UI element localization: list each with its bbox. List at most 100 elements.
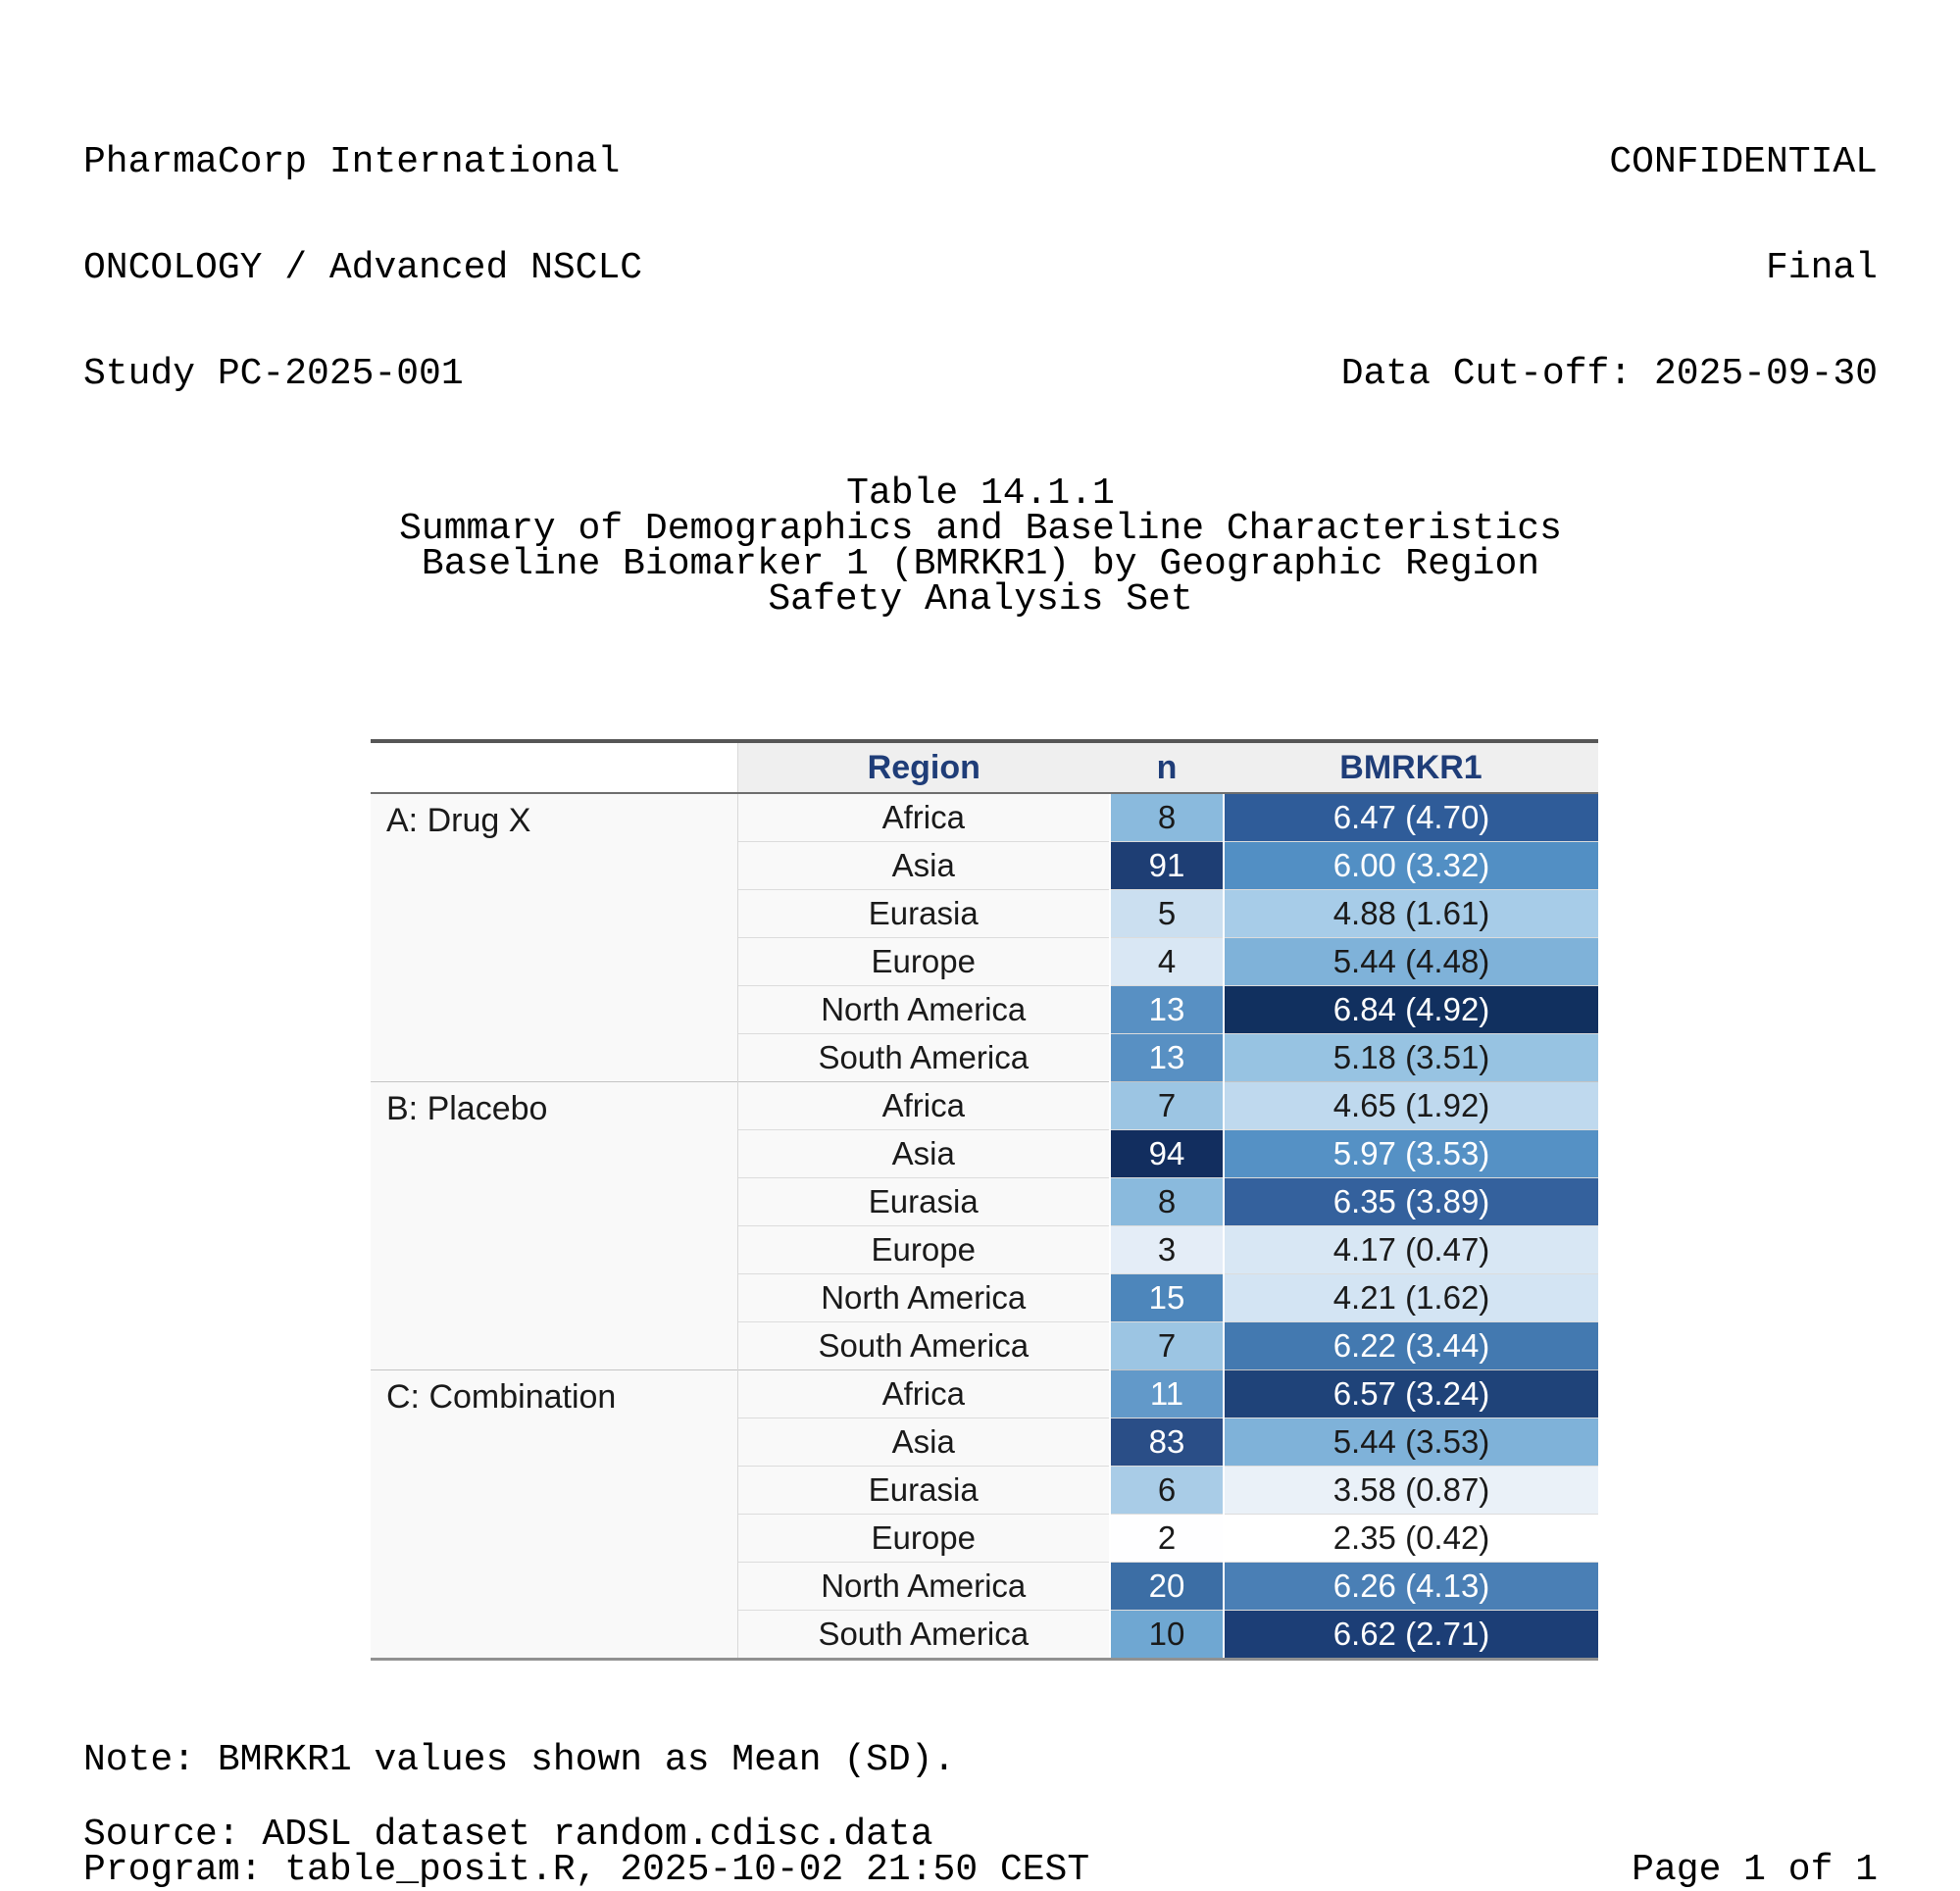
region-cell: North America (737, 1273, 1110, 1322)
n-cell: 91 (1109, 841, 1224, 890)
table-subtitle: Baseline Biomarker 1 (BMRKR1) by Geograp… (421, 543, 1540, 585)
table-row: Asia 91 6.00 (3.32) (371, 841, 1598, 890)
region-cell: South America (737, 1610, 1110, 1660)
masthead: PharmaCorp International ONCOLOGY / Adva… (83, 75, 1878, 463)
n-cell: 94 (1109, 1129, 1224, 1178)
region-cell: South America (737, 1321, 1110, 1370)
bmrkr1-cell: 4.65 (1.92) (1223, 1081, 1598, 1130)
region-cell: Europe (737, 1514, 1110, 1563)
region-cell: Europe (737, 937, 1110, 986)
n-cell: 13 (1109, 985, 1224, 1034)
table-row: North America 15 4.21 (1.62) (371, 1273, 1598, 1322)
bmrkr1-cell: 6.62 (2.71) (1223, 1610, 1598, 1660)
n-cell: 2 (1109, 1514, 1224, 1563)
confidentiality-label: CONFIDENTIAL (1609, 141, 1878, 183)
analysis-set-label: Safety Analysis Set (768, 578, 1193, 621)
n-cell: 7 (1109, 1081, 1224, 1130)
table-row: Asia 83 5.44 (3.53) (371, 1418, 1598, 1467)
region-cell: Africa (737, 1369, 1110, 1418)
region-cell: Eurasia (737, 1177, 1110, 1226)
bmrkr1-cell: 3.58 (0.87) (1223, 1466, 1598, 1515)
column-header-n: n (1110, 741, 1224, 794)
summary-table: Region n BMRKR1 A: Drug X Africa 8 6.47 (4.… (371, 739, 1598, 1661)
program-line: Program: table_posit.R, 2025-10-02 21:50… (83, 1849, 1090, 1891)
source-block: Source: ADSL dataset random.cdisc.data P… (83, 1814, 1878, 1891)
footnote: Note: BMRKR1 values shown as Mean (SD). (83, 1739, 956, 1781)
n-cell: 8 (1109, 1177, 1224, 1226)
arm-label: C: Combination (371, 1369, 738, 1660)
bmrkr1-cell: 6.57 (3.24) (1223, 1369, 1598, 1418)
table-number: Table 14.1.1 (846, 473, 1115, 515)
region-cell: North America (737, 1562, 1110, 1611)
table-body: A: Drug X Africa 8 6.47 (4.70) Asia 91 6.00 (3… (371, 792, 1598, 1660)
n-cell: 8 (1109, 792, 1224, 842)
page-number: Page 1 of 1 (1632, 1849, 1878, 1891)
source-line: Source: ADSL dataset random.cdisc.data (83, 1814, 933, 1856)
region-cell: Asia (737, 841, 1110, 890)
data-cutoff: Data Cut-off: 2025-09-30 (1340, 353, 1878, 395)
arm-label: A: Drug X (371, 792, 738, 1082)
table-row: B: Placebo Africa 7 4.65 (1.92) (371, 1081, 1598, 1370)
n-cell: 3 (1109, 1225, 1224, 1274)
region-cell: Europe (737, 1225, 1110, 1274)
arm-label: B: Placebo (371, 1081, 738, 1370)
bmrkr1-cell: 6.47 (4.70) (1223, 792, 1598, 842)
bmrkr1-cell: 6.26 (4.13) (1223, 1562, 1598, 1611)
table-row: Europe 3 4.17 (0.47) (371, 1225, 1598, 1274)
n-cell: 11 (1109, 1369, 1224, 1418)
stub-header-cell (371, 741, 738, 794)
masthead-left: PharmaCorp International ONCOLOGY / Adva… (83, 75, 642, 463)
table-row: North America 13 6.84 (4.92) (371, 985, 1598, 1034)
bmrkr1-cell: 5.44 (3.53) (1223, 1418, 1598, 1467)
bmrkr1-cell: 4.88 (1.61) (1223, 889, 1598, 938)
program-row: Program: table_posit.R, 2025-10-02 21:50… (83, 1849, 1878, 1891)
title-block: Table 14.1.1 Summary of Demographics and… (83, 473, 1878, 621)
region-cell: Eurasia (737, 1466, 1110, 1515)
table-row: Europe 2 2.35 (0.42) (371, 1514, 1598, 1563)
bmrkr1-cell: 2.35 (0.42) (1223, 1514, 1598, 1563)
bmrkr1-cell: 6.35 (3.89) (1223, 1177, 1598, 1226)
table-row: A: Drug X Africa 8 6.47 (4.70) (371, 792, 1598, 1082)
n-cell: 15 (1109, 1273, 1224, 1322)
table-header: Region n BMRKR1 (371, 741, 1598, 794)
region-cell: Africa (737, 1081, 1110, 1130)
bmrkr1-cell: 4.21 (1.62) (1223, 1273, 1598, 1322)
table-title: Summary of Demographics and Baseline Cha… (399, 508, 1562, 550)
n-cell: 13 (1109, 1033, 1224, 1082)
region-cell: Asia (737, 1418, 1110, 1467)
document-status: Final (1765, 247, 1878, 289)
region-cell: North America (737, 985, 1110, 1034)
n-cell: 83 (1109, 1418, 1224, 1467)
study-id: Study PC-2025-001 (83, 353, 464, 395)
region-cell: Africa (737, 792, 1110, 842)
column-header-region: Region (737, 741, 1110, 794)
header-row: Region n BMRKR1 (371, 741, 1598, 794)
masthead-right: CONFIDENTIAL Final Data Cut-off: 2025-09… (1341, 75, 1878, 463)
n-cell: 4 (1109, 937, 1224, 986)
n-cell: 20 (1109, 1562, 1224, 1611)
n-cell: 6 (1109, 1466, 1224, 1515)
table-row: North America 20 6.26 (4.13) (371, 1562, 1598, 1611)
column-header-bmrkr1: BMRKR1 (1224, 741, 1598, 794)
n-cell: 7 (1109, 1321, 1224, 1370)
region-cell: Asia (737, 1129, 1110, 1178)
table-row: Eurasia 5 4.88 (1.61) (371, 889, 1598, 938)
n-cell: 10 (1109, 1610, 1224, 1660)
bmrkr1-cell: 5.97 (3.53) (1223, 1129, 1598, 1178)
region-cell: South America (737, 1033, 1110, 1082)
table-row: South America 13 5.18 (3.51) (371, 1033, 1598, 1082)
table-row: Eurasia 8 6.35 (3.89) (371, 1177, 1598, 1226)
bmrkr1-cell: 5.44 (4.48) (1223, 937, 1598, 986)
bmrkr1-cell: 6.22 (3.44) (1223, 1321, 1598, 1370)
table-row: C: Combination Africa 11 6.57 (3.24) (371, 1369, 1598, 1660)
table-row: South America 7 6.22 (3.44) (371, 1321, 1598, 1370)
therapeutic-area: ONCOLOGY / Advanced NSCLC (83, 247, 643, 289)
table-row: Asia 94 5.97 (3.53) (371, 1129, 1598, 1178)
bmrkr1-cell: 6.84 (4.92) (1223, 985, 1598, 1034)
bmrkr1-cell: 5.18 (3.51) (1223, 1033, 1598, 1082)
table-row: Europe 4 5.44 (4.48) (371, 937, 1598, 986)
table-container: Region n BMRKR1 A: Drug X Africa 8 6.47 (4.… (371, 739, 1878, 1661)
table-row: South America 10 6.62 (2.71) (371, 1610, 1598, 1660)
region-cell: Eurasia (737, 889, 1110, 938)
